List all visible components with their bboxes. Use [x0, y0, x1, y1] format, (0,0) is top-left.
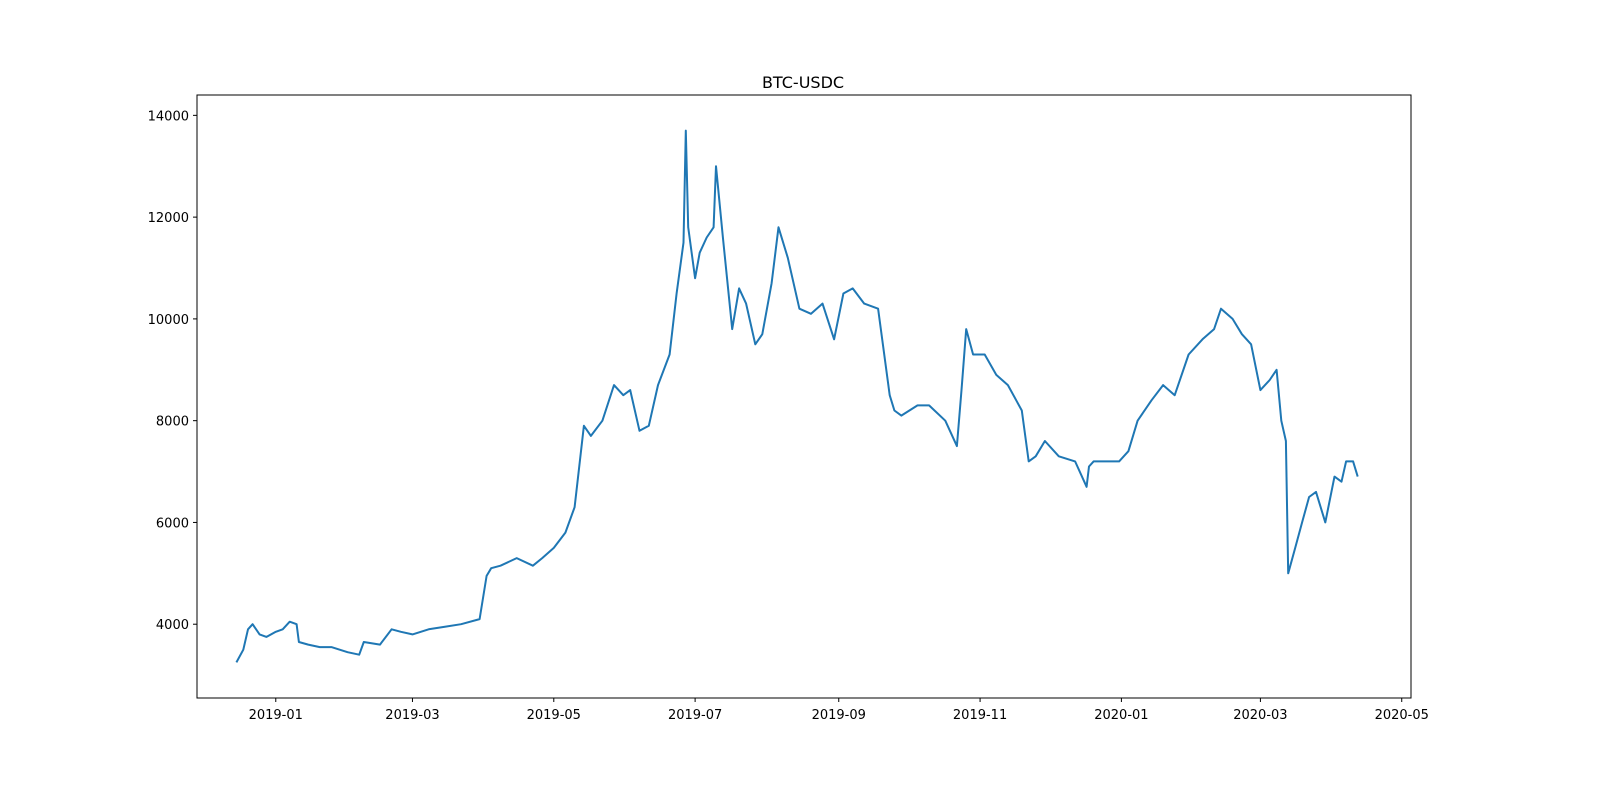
- series-line-0: [235, 129, 1359, 663]
- x-tick-label: 2020-03: [1233, 708, 1287, 723]
- y-tick-label: 14000: [148, 109, 189, 124]
- x-tick-label: 2019-05: [527, 708, 581, 723]
- plot-frame: [196, 94, 1412, 699]
- x-tick-label: 2019-09: [812, 708, 866, 723]
- x-tick-label: 2019-01: [249, 708, 303, 723]
- y-tick-label: 4000: [156, 618, 189, 633]
- x-tick-label: 2019-03: [385, 708, 439, 723]
- y-tick-label: 10000: [148, 313, 189, 328]
- x-tick-label: 2019-11: [953, 708, 1007, 723]
- x-tick-label: 2020-01: [1094, 708, 1148, 723]
- y-tick-label: 8000: [156, 415, 189, 430]
- x-tick-label: 2019-07: [668, 708, 722, 723]
- y-tick-label: 12000: [148, 211, 189, 226]
- y-tick-label: 6000: [156, 516, 189, 531]
- y-axis: 4000 6000 8000 10000 12000 14000: [148, 109, 197, 633]
- x-tick-label: 2020-05: [1375, 708, 1429, 723]
- chart-title: BTC-USDC: [762, 73, 844, 92]
- x-axis: 2019-01 2019-03 2019-05 2019-07 2019-09 2019-…: [249, 698, 1429, 723]
